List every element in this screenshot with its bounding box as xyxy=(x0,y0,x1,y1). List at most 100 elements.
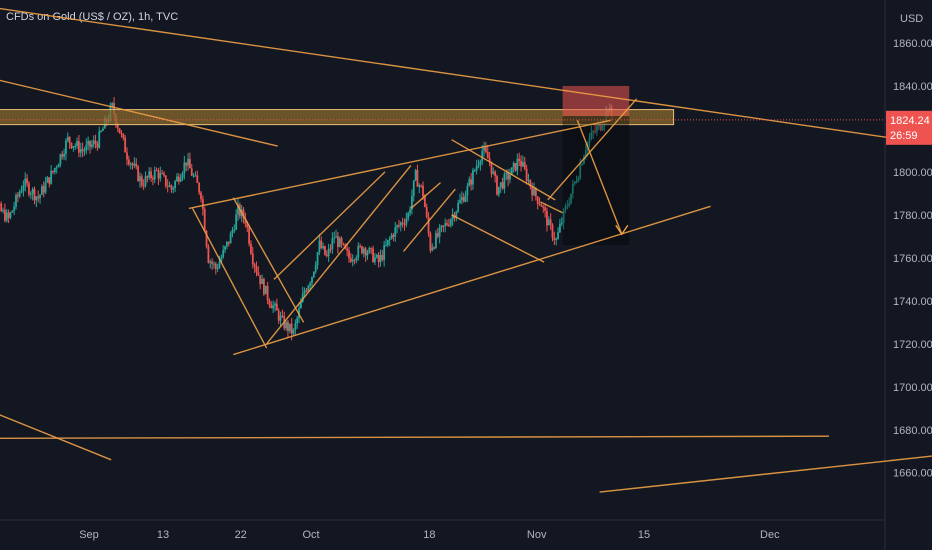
candle-body xyxy=(183,162,186,174)
take-profit-box[interactable] xyxy=(562,116,630,245)
candle-body xyxy=(50,170,53,184)
trendline-flag-5[interactable] xyxy=(540,201,563,214)
candle-body xyxy=(588,138,591,143)
candle-body xyxy=(227,241,230,244)
candle-body xyxy=(263,278,265,295)
trendline-flag-4-upper[interactable] xyxy=(451,139,556,201)
trendline-channel-upper[interactable] xyxy=(188,119,611,210)
candle-body xyxy=(368,247,371,253)
trendline-flag-2-upper[interactable] xyxy=(273,171,386,280)
trendline-flag-2-lower[interactable] xyxy=(266,165,412,345)
candle-body xyxy=(573,181,576,184)
candle-body xyxy=(551,224,554,238)
trendline-flag-3-lower[interactable] xyxy=(402,188,456,252)
trendline-flag-1-lower[interactable] xyxy=(191,208,268,349)
candle-body xyxy=(516,158,519,171)
candle-body xyxy=(285,322,287,329)
candle-body xyxy=(599,123,602,131)
trendline-flag-1-upper[interactable] xyxy=(232,197,305,323)
candle-body xyxy=(398,225,400,227)
candle-body xyxy=(529,179,532,187)
trendline-lower-right-uptrend[interactable] xyxy=(599,451,932,493)
candle-body xyxy=(198,182,201,193)
candle-body xyxy=(312,271,315,278)
trendline-horizontal-1676[interactable] xyxy=(0,435,830,439)
candle-body xyxy=(577,178,580,182)
candle-body xyxy=(440,225,443,228)
candle-body xyxy=(148,171,151,178)
candle-body xyxy=(133,163,136,166)
y-tick-label: 1700.00 xyxy=(893,382,932,394)
candle-body xyxy=(329,248,332,250)
trendline-flag-4-lower[interactable] xyxy=(451,214,545,263)
candle-body xyxy=(455,211,458,218)
candle-body xyxy=(571,183,574,194)
candle-body xyxy=(39,194,41,199)
candle-body xyxy=(213,263,215,265)
candle-body xyxy=(290,323,293,334)
candle-body xyxy=(342,243,345,245)
candle-body xyxy=(87,140,90,145)
candle-body xyxy=(187,158,189,166)
candle-body xyxy=(425,206,428,217)
candle-body xyxy=(185,162,188,166)
candle-body xyxy=(0,203,3,212)
x-tick-label: 15 xyxy=(638,529,650,541)
candle-body xyxy=(472,170,474,185)
candle-body xyxy=(7,212,10,218)
candle-body xyxy=(233,229,236,231)
candle-body xyxy=(520,160,522,167)
candle-body xyxy=(381,254,384,260)
candle-body xyxy=(218,261,221,268)
candle-body xyxy=(224,246,226,250)
trendline-long-downtrend[interactable] xyxy=(0,0,932,161)
candle-body xyxy=(174,181,176,189)
candle-body xyxy=(150,171,152,179)
candle-body xyxy=(22,185,25,191)
trendline-sep-downtrend[interactable] xyxy=(0,75,278,147)
candle-body xyxy=(301,293,304,303)
candle-body xyxy=(457,203,460,212)
candle-body xyxy=(355,257,358,261)
candle-body xyxy=(470,179,472,185)
stop-loss-box[interactable] xyxy=(562,85,630,117)
candle-body xyxy=(135,163,138,167)
candle-body xyxy=(546,210,548,226)
candle-body xyxy=(214,263,217,270)
candle-body xyxy=(76,141,78,146)
x-tick-label: Sep xyxy=(79,529,99,541)
trendline-lower-left-downtrend[interactable] xyxy=(0,406,112,461)
trendline-arrow-up[interactable] xyxy=(547,98,638,201)
trendline-arrow-down[interactable] xyxy=(576,120,623,235)
x-tick-label: Oct xyxy=(302,529,319,541)
candle-body xyxy=(37,196,40,199)
candle-body xyxy=(459,200,461,204)
candle-body xyxy=(172,188,175,190)
candle-body xyxy=(335,236,337,238)
candle-body xyxy=(57,164,60,168)
trendline-channel-lower[interactable] xyxy=(233,205,711,356)
candle-body xyxy=(444,223,447,227)
candle-body xyxy=(503,174,506,189)
candle-body xyxy=(274,303,276,306)
candle-body xyxy=(244,218,247,224)
candle-body xyxy=(2,210,4,212)
candle-body xyxy=(431,247,434,251)
candle-body xyxy=(362,248,365,254)
candle-body xyxy=(596,126,598,132)
candle-body xyxy=(553,237,556,240)
candle-body xyxy=(394,227,397,237)
candle-body xyxy=(11,210,14,213)
candle-body xyxy=(557,232,559,239)
candle-body xyxy=(590,132,593,139)
candle-body xyxy=(35,196,38,201)
candle-body xyxy=(436,233,439,237)
candle-body xyxy=(201,199,204,210)
trendline-flag-3-upper[interactable] xyxy=(410,182,441,209)
candle-body xyxy=(512,163,515,168)
x-tick-label: 13 xyxy=(157,529,169,541)
candle-body xyxy=(507,173,509,180)
